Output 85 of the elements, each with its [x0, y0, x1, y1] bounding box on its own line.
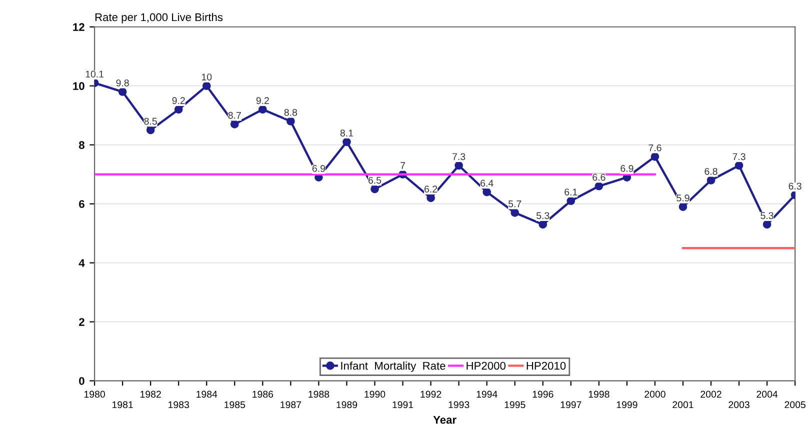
point: [342, 138, 351, 146]
point: [286, 117, 295, 126]
point: [510, 208, 520, 217]
y-axis-title: Rate per 1,000 Live Births: [95, 12, 223, 24]
data-label: 10: [202, 74, 212, 80]
x-tick-label: 1999: [616, 401, 638, 408]
x-tick-label: 1997: [560, 401, 582, 408]
data-label: 9.8: [116, 79, 129, 86]
data-label: 5.9: [676, 194, 690, 202]
x-tick-label: 1989: [336, 401, 358, 408]
x-tick-label: 1983: [168, 401, 189, 408]
y-tick-label: 10: [73, 82, 84, 90]
x-tick-label: 1985: [224, 401, 246, 408]
x-tick-label: 1982: [140, 390, 161, 398]
x-tick-label: 1984: [196, 390, 218, 398]
data-label: 8.5: [144, 118, 157, 125]
data-label: 6.5: [368, 176, 382, 184]
x-tick-label: 1986: [252, 390, 274, 398]
point: [650, 152, 660, 161]
point: [118, 88, 127, 96]
x-tick-label: 1980: [84, 390, 105, 398]
point: [146, 126, 155, 134]
data-label: 9.2: [172, 97, 185, 104]
data-label: 6.2: [424, 186, 438, 193]
data-label: 10.1: [86, 70, 104, 78]
data-label: 5.7: [508, 200, 522, 208]
x-tick-label: 1996: [532, 390, 554, 398]
y-tick-label: 12: [73, 23, 84, 31]
legend-label: HP2000: [466, 362, 506, 370]
point: [454, 161, 463, 170]
data-label: 7.6: [648, 144, 662, 152]
point: [482, 188, 492, 196]
data-label: 9.2: [256, 97, 269, 104]
y-tick-label: 4: [78, 259, 85, 267]
point: [370, 184, 379, 194]
point: [174, 105, 183, 114]
point: [706, 176, 716, 184]
x-tick-label: 2002: [700, 390, 722, 398]
data-label: 6.1: [564, 188, 578, 196]
x-tick-label: 1993: [448, 401, 470, 408]
x-tick-label: 1994: [476, 390, 498, 398]
point: [566, 196, 576, 206]
point: [762, 220, 772, 229]
point: [538, 220, 548, 229]
point: [258, 105, 267, 114]
data-label: 5.3: [760, 212, 774, 220]
data-label: 6.9: [312, 165, 326, 172]
x-tick-label: 2001: [672, 401, 694, 408]
x-tick-label: 2003: [728, 401, 750, 408]
y-tick-label: 2: [79, 318, 84, 326]
legend-label: HP2010: [526, 362, 566, 370]
x-tick-label: 1995: [504, 401, 526, 408]
point: [426, 194, 435, 202]
y-tick-label: 6: [79, 200, 84, 208]
data-label: 8.1: [340, 130, 354, 137]
x-tick-label: 1991: [392, 401, 414, 408]
data-label: 8.7: [228, 112, 241, 119]
x-tick-label: 2005: [784, 401, 806, 408]
data-label: 6.9: [620, 165, 634, 172]
point: [678, 202, 688, 211]
data-label: 7.3: [452, 153, 466, 160]
y-tick-label: 8: [78, 141, 84, 149]
y-tick-label: 0: [79, 377, 84, 385]
data-label: 6.6: [592, 174, 606, 181]
data-label: 6.8: [704, 168, 718, 175]
x-tick-label: 1990: [364, 390, 386, 398]
x-tick-label: 2000: [644, 390, 666, 398]
x-axis-title: Year: [433, 416, 456, 424]
x-tick-label: 1998: [588, 390, 610, 398]
data-label: 5.3: [536, 212, 550, 220]
x-tick-label: 1988: [308, 390, 330, 398]
point: [202, 82, 211, 90]
data-label: 6.4: [480, 180, 494, 187]
data-label: 7.3: [732, 153, 746, 160]
legend-label: Infant Mortality Rate: [341, 362, 446, 372]
x-tick-label: 1987: [280, 401, 302, 408]
data-label: 6.3: [788, 182, 802, 190]
x-tick-label: 2004: [756, 390, 778, 398]
point: [734, 161, 744, 170]
data-label: 8.8: [284, 108, 298, 116]
data-label: 7: [400, 162, 405, 169]
point: [230, 120, 239, 128]
x-tick-label: 1992: [420, 390, 442, 398]
point: [594, 182, 604, 190]
x-tick-label: 1981: [112, 401, 133, 408]
